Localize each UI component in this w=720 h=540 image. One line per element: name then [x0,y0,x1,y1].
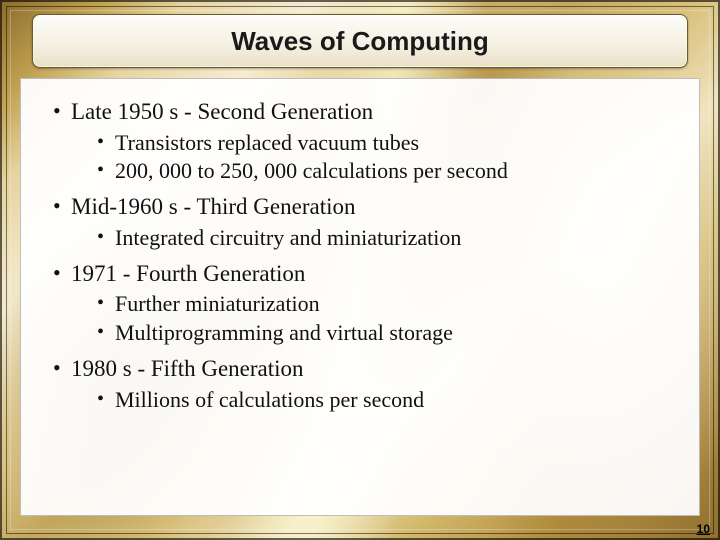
slide: Waves of Computing Late 1950 s - Second … [0,0,720,540]
title-box: Waves of Computing [32,14,688,68]
sub-bullet-list: Millions of calculations per second [71,386,671,415]
bullet-text: 1971 - Fourth Generation [71,261,305,286]
sub-bullet-item: 200, 000 to 250, 000 calculations per se… [93,157,671,186]
sub-bullet-list: Further miniaturization Multiprogramming… [71,290,671,347]
slide-title: Waves of Computing [231,26,489,57]
sub-bullet-list: Integrated circuitry and miniaturization [71,224,671,253]
bullet-text: Late 1950 s - Second Generation [71,99,373,124]
page-number: 10 [697,522,710,536]
content-box: Late 1950 s - Second Generation Transist… [20,78,700,516]
bullet-text: Mid-1960 s - Third Generation [71,194,355,219]
sub-bullet-item: Further miniaturization [93,290,671,319]
bullet-item: Late 1950 s - Second Generation Transist… [49,97,671,186]
bullet-text: 1980 s - Fifth Generation [71,356,304,381]
bullet-item: Mid-1960 s - Third Generation Integrated… [49,192,671,252]
sub-bullet-item: Millions of calculations per second [93,386,671,415]
sub-bullet-item: Integrated circuitry and miniaturization [93,224,671,253]
bullet-item: 1980 s - Fifth Generation Millions of ca… [49,354,671,414]
bullet-list: Late 1950 s - Second Generation Transist… [49,97,671,414]
bullet-item: 1971 - Fourth Generation Further miniatu… [49,259,671,348]
sub-bullet-list: Transistors replaced vacuum tubes 200, 0… [71,129,671,186]
sub-bullet-item: Transistors replaced vacuum tubes [93,129,671,158]
sub-bullet-item: Multiprogramming and virtual storage [93,319,671,348]
